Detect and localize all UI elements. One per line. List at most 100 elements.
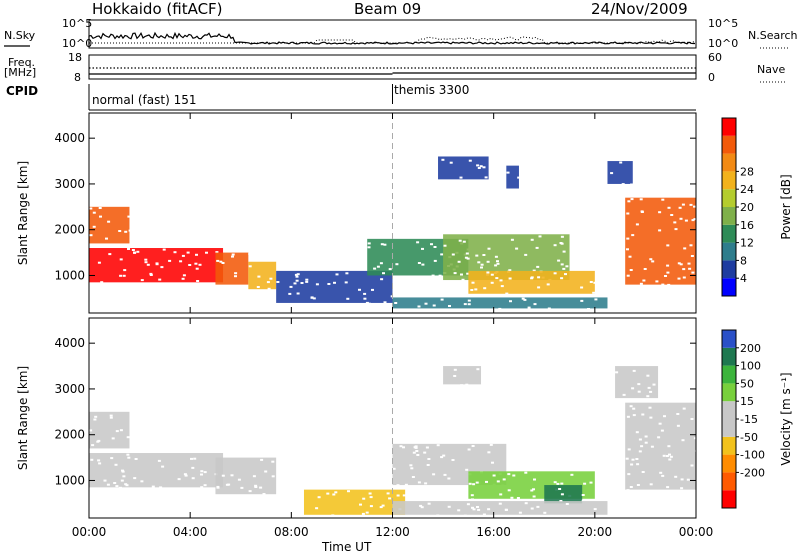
velocity-gap — [485, 480, 488, 483]
velocity-gap — [451, 459, 455, 461]
velocity-heatmap — [89, 366, 698, 517]
power-colorbar-tick-label: 8 — [740, 254, 747, 267]
power-gap — [467, 299, 471, 302]
power-gap — [496, 262, 500, 265]
velocity-gap — [362, 497, 366, 500]
power-gap — [651, 260, 655, 263]
velocity-gap — [507, 489, 511, 492]
power-gap — [498, 307, 502, 310]
power-gap — [367, 242, 371, 245]
velocity-gap — [94, 415, 98, 418]
power-gap — [310, 296, 314, 299]
velocity-colorbar-segment — [722, 365, 736, 384]
power-gap — [527, 306, 531, 309]
power-gap — [594, 298, 598, 301]
velocity-gap — [636, 484, 640, 486]
velocity-gap — [334, 491, 338, 494]
velocity-gap — [315, 507, 319, 510]
xtick-label: 16:00 — [476, 525, 511, 539]
velocity-gap — [635, 458, 639, 460]
velocity-gap — [629, 405, 633, 408]
velocity-gap — [662, 454, 666, 457]
velocity-gap — [368, 492, 372, 495]
velocity-colorbar-tick-label: 100 — [740, 360, 761, 373]
velocity-gap — [120, 479, 124, 482]
velocity-colorbar-tick-label: -15 — [740, 413, 758, 426]
velocity-gap — [465, 468, 469, 471]
velocity-gap — [365, 511, 369, 514]
velocity-gap — [426, 464, 430, 466]
velocity-gap — [91, 444, 95, 447]
velocity-gap — [237, 478, 241, 481]
velocity-gap — [665, 455, 669, 457]
power-colorbar-segment — [722, 118, 736, 136]
velocity-region-8 — [443, 366, 482, 385]
power-gap — [476, 164, 480, 167]
power-region-11 — [625, 197, 696, 285]
power-gap — [182, 274, 186, 277]
velocity-colorbar-tick-label: -200 — [740, 466, 765, 479]
velocity-gap — [629, 486, 633, 488]
power-gap — [312, 297, 316, 300]
velocity-gap — [637, 383, 641, 386]
velocity-gap — [466, 503, 470, 506]
velocity-gap — [680, 478, 684, 481]
power-gap — [89, 207, 93, 210]
power-gap — [538, 235, 542, 238]
cpid-label: CPID — [6, 84, 39, 98]
velocity-gap — [410, 467, 414, 470]
freq-tick-high: 18 — [68, 51, 82, 64]
power-gap — [564, 273, 567, 276]
power-colorbar-tick-label: 16 — [740, 219, 754, 232]
power-gap — [382, 272, 385, 275]
velocity-region-9 — [625, 402, 696, 490]
power-gap — [508, 277, 512, 280]
power-gap — [358, 288, 361, 291]
velocity-gap — [507, 473, 511, 476]
power-gap — [482, 166, 486, 169]
power-gap — [560, 242, 564, 245]
velocity-gap — [379, 506, 383, 509]
power-gap — [684, 219, 688, 222]
velocity-gap — [570, 473, 574, 476]
velocity-gap — [477, 508, 481, 511]
power-gap — [535, 246, 539, 249]
power-gap — [628, 255, 632, 258]
power-gap — [693, 218, 697, 221]
velocity-gap — [190, 457, 193, 460]
cpid-segment-normal: normal (fast) 151 — [92, 93, 197, 107]
power-gap — [463, 303, 467, 306]
velocity-gap — [97, 459, 101, 462]
power-gap — [186, 251, 190, 254]
velocity-colorbar-tick-label: 15 — [740, 395, 754, 408]
velocity-gap — [632, 414, 636, 417]
power-gap — [537, 286, 541, 289]
velocity-gap — [361, 512, 365, 515]
nave-tick-high: 60 — [708, 51, 722, 64]
power-gap — [221, 262, 225, 264]
power-gap — [431, 274, 435, 277]
power-region-12 — [607, 161, 633, 184]
power-gap — [394, 302, 398, 304]
velocity-colorbar-tick-label: -100 — [740, 449, 765, 462]
velocity-ylabel: Slant Range [km] — [16, 366, 30, 470]
velocity-gap — [126, 436, 130, 439]
velocity-gap — [635, 431, 639, 434]
velocity-gap — [646, 395, 650, 398]
power-gap — [500, 285, 504, 288]
power-gap — [216, 259, 220, 262]
power-gap — [679, 263, 683, 266]
power-gap — [380, 278, 384, 281]
power-gap — [257, 275, 261, 278]
velocity-gap — [581, 499, 585, 502]
velocity-gap — [191, 477, 195, 480]
power-gap — [480, 263, 484, 266]
velocity-gap — [472, 508, 476, 511]
power-gap — [293, 282, 297, 285]
velocity-gap — [332, 493, 336, 496]
power-gap — [630, 198, 634, 201]
velocity-gap — [649, 390, 653, 393]
velocity-gap — [133, 477, 137, 480]
velocity-ytick-label: 4000 — [54, 336, 85, 350]
velocity-gap — [489, 443, 493, 446]
